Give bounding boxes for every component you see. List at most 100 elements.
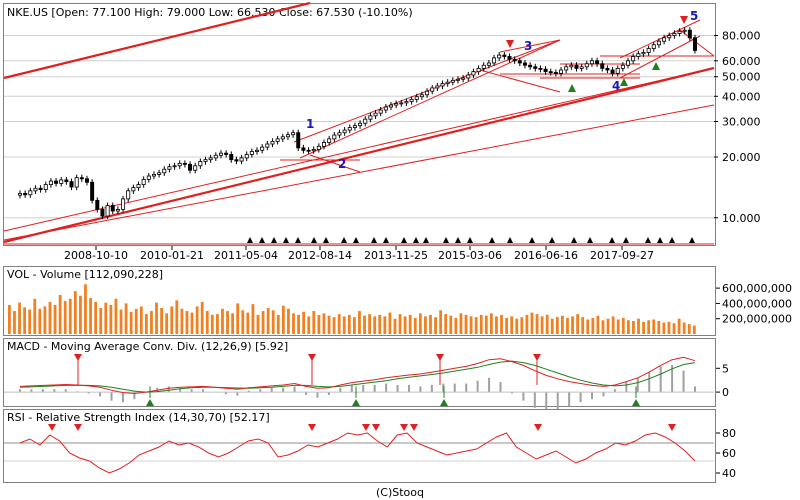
macd-lines — [19, 356, 696, 395]
volume-bar — [434, 317, 437, 334]
candle-body — [620, 64, 625, 69]
volume-bar — [236, 303, 240, 334]
macd-histogram-bar — [30, 389, 33, 393]
candle-body — [646, 48, 651, 53]
trend-line — [3, 67, 715, 232]
volume-bar — [327, 315, 331, 334]
macd-histogram-bar — [396, 384, 399, 393]
macd-histogram-bar — [694, 386, 696, 393]
candle-body — [595, 60, 600, 65]
rsi-sell-marker — [668, 424, 676, 431]
volume-bar — [144, 314, 148, 334]
candle-body — [574, 64, 579, 69]
volume-bar — [363, 315, 366, 334]
volume-bar — [393, 318, 397, 334]
macd-signal-markers — [74, 354, 640, 406]
volume-bar — [667, 321, 671, 334]
rsi-sell-marker — [410, 424, 418, 431]
rsi-sell-marker — [48, 424, 56, 431]
volume-bar — [378, 314, 382, 334]
candle-body — [559, 69, 564, 74]
signal-triangle — [371, 237, 377, 243]
price-y-ticks: 10.000 20.000 30.000 40.000 50.000 60.000 80.0… — [714, 30, 761, 225]
macd-histogram-bar — [53, 389, 56, 393]
candle-body — [394, 103, 399, 106]
wave-annotations: 1 2 3 4 5 — [306, 9, 698, 171]
volume-bar — [611, 316, 615, 334]
signal-triangles — [247, 237, 695, 243]
candle-body — [687, 29, 692, 39]
candle-body — [141, 178, 146, 185]
volume-chart: 200,000,000 400,000,000 600,000,000 — [8, 282, 792, 334]
volume-bar — [185, 311, 189, 334]
signal-triangle — [413, 237, 419, 243]
candle-body — [538, 67, 543, 70]
macd-histogram-bar — [64, 389, 67, 393]
volume-bar — [63, 301, 67, 334]
buy-arrow — [620, 78, 628, 86]
candle-body — [358, 122, 363, 127]
volume-bar — [495, 316, 498, 334]
price-x-ticks: 2008-10-10 2010-01-21 2011-05-04 2012-08-14… — [64, 246, 654, 262]
macd-sell-marker — [436, 354, 444, 361]
candle-body — [502, 54, 507, 57]
candle-body — [322, 142, 327, 147]
volume-bar — [677, 318, 681, 334]
candle-body — [600, 63, 605, 69]
volume-bar — [586, 319, 590, 334]
candle-body — [404, 101, 409, 104]
rsi-sell-marker — [308, 424, 316, 431]
trend-line — [3, 104, 715, 241]
volume-bar — [297, 314, 300, 334]
volume-bar — [383, 316, 387, 334]
candle-body — [265, 143, 270, 148]
macd-histogram-bar — [41, 389, 44, 393]
macd-histogram-bar — [293, 386, 296, 393]
candle-body — [280, 136, 285, 140]
candle-body — [651, 44, 656, 49]
volume-bar — [58, 295, 62, 334]
volume-bar — [692, 325, 696, 334]
candle-body — [270, 141, 275, 145]
price-y-tick-label: 30.000 — [722, 115, 761, 128]
signal-triangle — [283, 237, 289, 243]
macd-histogram-bar — [236, 392, 239, 396]
volume-bar — [287, 308, 290, 334]
volume-bar — [642, 321, 645, 334]
candle-body — [23, 193, 28, 196]
candle-body — [414, 96, 419, 100]
macd-y-ticks: 05 — [716, 362, 729, 399]
candle-body — [244, 154, 249, 159]
candle-body — [74, 177, 79, 188]
candle-body — [69, 181, 74, 188]
candle-body — [54, 180, 59, 184]
wave-label: 1 — [306, 117, 314, 131]
candle-body — [59, 179, 64, 184]
volume-bar — [210, 314, 214, 334]
signal-triangle — [455, 237, 461, 243]
price-candles — [17, 27, 698, 220]
candle-body — [121, 198, 126, 210]
volume-bar — [474, 317, 478, 334]
macd-histogram-bar — [190, 389, 193, 393]
volume-bar — [160, 308, 163, 334]
candle-body — [522, 62, 527, 66]
macd-histogram — [4, 364, 714, 411]
volume-bar — [256, 314, 260, 334]
volume-bar — [216, 314, 219, 334]
trend-line — [479, 69, 561, 93]
macd-histogram-bar — [339, 387, 342, 393]
volume-bar — [358, 311, 361, 334]
volume-bar — [449, 315, 453, 334]
volume-bar — [89, 298, 92, 334]
price-y-tick-label: 10.000 — [722, 212, 761, 225]
volume-bar — [129, 311, 133, 334]
candle-body — [569, 64, 574, 68]
volume-bar — [591, 317, 595, 334]
candle-body — [610, 69, 615, 74]
volume-bar — [545, 314, 549, 334]
macd-histogram-bar — [224, 392, 227, 395]
volume-bar — [439, 310, 443, 334]
signal-triangle — [423, 237, 429, 243]
volume-bar — [581, 317, 585, 334]
